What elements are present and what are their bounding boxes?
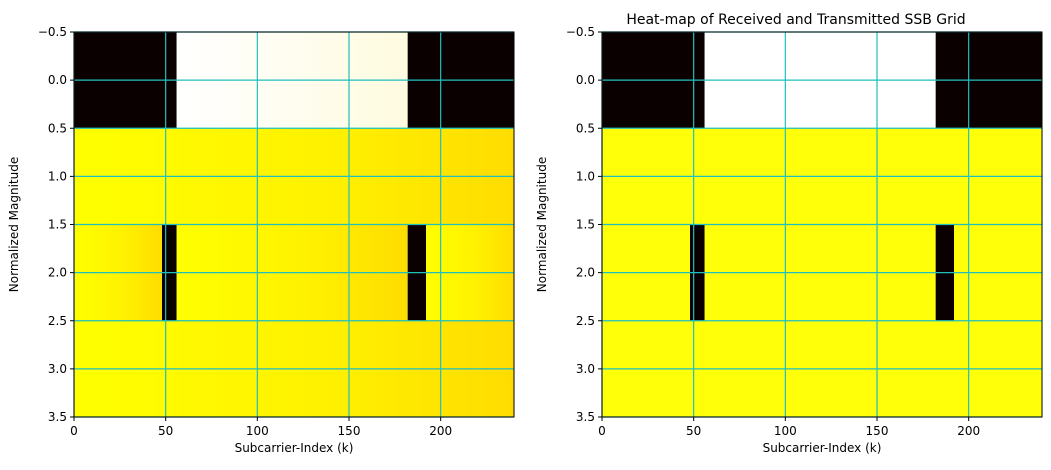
x-tick-label: 0 [70,424,78,438]
y-tick-label: 3.0 [48,362,67,376]
x-tick-label: 0 [598,424,606,438]
y-tick-label: 0.5 [576,121,595,135]
y-tick-label: 1.0 [48,169,67,183]
x-tick-label: 200 [429,424,452,438]
y-tick-label: 1.0 [576,169,595,183]
y-tick-label: 3.5 [576,410,595,424]
x-tick-label: 200 [957,424,980,438]
y-tick-label: 1.5 [576,218,595,232]
heatmap-panel-2: 0 50 100 150 200 −0.5 0.0 0.5 1.0 1.5 2.0 2.5 3.0 3.5… [535,25,1043,455]
x-axis-label: Subcarrier-Index (k) [235,441,354,455]
y-tick-label: 2.0 [48,266,67,280]
x-tick-label: 50 [686,424,701,438]
y-tick-label: −0.5 [38,25,67,39]
y-tick-label: 3.5 [48,410,67,424]
x-tick-label: 150 [338,424,361,438]
y-tick-label: −0.5 [566,25,595,39]
y-tick-label: 2.5 [48,314,67,328]
x-tick-label: 100 [774,424,797,438]
x-tick-label: 100 [246,424,269,438]
y-tick-label: 0.5 [48,121,67,135]
y-tick-label: 0.0 [576,73,595,87]
y-axis-label: Normalized Magnitude [7,157,21,292]
x-axis-label: Subcarrier-Index (k) [763,441,882,455]
figure-title: Heat-map of Received and Transmitted SSB… [626,12,965,28]
heatmap-panel-1: 0 50 100 150 200 −0.5 0.0 0.5 1.0 1.5 2.0 2.5 3.0 3.5… [7,25,515,455]
y-tick-label: 2.5 [576,314,595,328]
x-tick-label: 150 [866,424,889,438]
y-tick-label: 2.0 [576,266,595,280]
y-tick-label: 0.0 [48,73,67,87]
y-tick-label: 3.0 [576,362,595,376]
y-axis-label: Normalized Magnitude [535,157,549,292]
x-tick-label: 50 [158,424,173,438]
y-tick-label: 1.5 [48,218,67,232]
